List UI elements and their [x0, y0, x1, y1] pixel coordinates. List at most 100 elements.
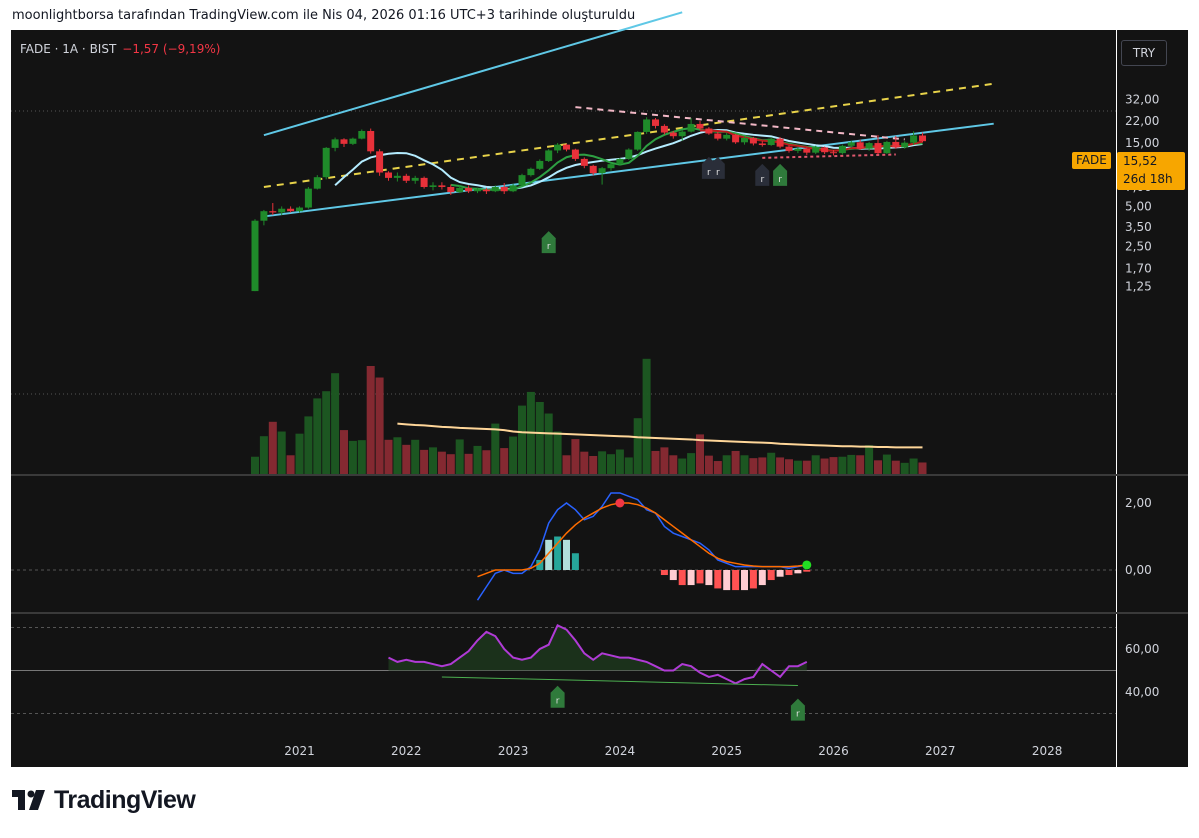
candle: [901, 142, 909, 148]
candle: [474, 189, 481, 192]
macd-line: [476, 492, 807, 601]
volume-bar: [767, 452, 776, 474]
candle: [260, 211, 268, 221]
candle: [402, 175, 410, 181]
macd-histogram-bar: [732, 570, 740, 591]
macd-signal-line: [477, 502, 807, 578]
volume-bar: [277, 431, 286, 474]
candle: [393, 175, 401, 178]
rsi-divergence-line: [441, 676, 798, 687]
candle: [616, 158, 624, 165]
price-axis-tick: 1,70: [1125, 262, 1152, 276]
tradingview-logo-icon: [12, 789, 45, 810]
candle: [296, 207, 303, 212]
volume-bar: [429, 447, 437, 474]
candle: [856, 142, 864, 149]
candle: [358, 130, 366, 139]
candle: [607, 164, 615, 169]
volume-bar: [900, 462, 909, 474]
price-axis-tick: 32,00: [1125, 92, 1159, 106]
candle: [571, 149, 579, 159]
candle: [830, 152, 837, 154]
signal-badge: r: [541, 231, 556, 254]
volume-bar: [713, 461, 722, 474]
time-axis-tick: 2027: [925, 744, 956, 758]
macd-histogram-bar: [563, 539, 570, 570]
candle: [376, 151, 384, 173]
macd-histogram-bar: [678, 570, 686, 586]
candle: [411, 177, 419, 181]
volume-bar: [874, 460, 882, 474]
badge-shape: [541, 231, 556, 254]
volume-bar: [348, 440, 357, 474]
macd-cross-marker: [615, 498, 625, 508]
volume-bar: [268, 421, 277, 474]
price-axis-tick: 3,50: [1125, 220, 1152, 234]
candle: [491, 186, 499, 192]
macd-histogram-bar: [785, 570, 793, 576]
candle: [278, 208, 286, 213]
candle: [580, 158, 588, 166]
volume-bar: [473, 445, 482, 474]
candle: [874, 143, 882, 154]
badge-shape: [773, 163, 788, 186]
volume-bar: [704, 455, 713, 474]
candle: [687, 123, 695, 132]
candle: [589, 165, 597, 174]
badge-letter: r: [778, 175, 782, 185]
volume-bar: [687, 453, 696, 474]
macd-histogram-bar: [669, 570, 677, 581]
time-axis-tick: 2025: [711, 744, 742, 758]
volume-bar: [847, 454, 856, 474]
volume-bar: [580, 451, 589, 474]
candle: [678, 131, 686, 137]
symbol-legend[interactable]: FADE · 1A · BIST −1,57 (−9,19%): [20, 42, 220, 56]
volume-bar: [375, 377, 384, 474]
candle: [883, 141, 891, 154]
volume-bar: [295, 433, 304, 474]
macd-histogram-bar: [794, 570, 802, 574]
candle: [518, 175, 526, 186]
price-axis-tick: 22,00: [1125, 114, 1159, 128]
tradingview-logo[interactable]: TradingView: [12, 786, 196, 815]
volume-bar: [491, 423, 500, 474]
macd-histogram-bar: [554, 536, 562, 570]
last-price-label: 15,52 26d 18h: [1117, 152, 1185, 190]
volume-bar: [455, 439, 464, 474]
badge-shape: [550, 685, 565, 708]
candle: [865, 143, 873, 149]
volume-bar: [571, 439, 580, 474]
candle: [527, 168, 535, 176]
candle: [812, 147, 820, 153]
volume-bar: [518, 405, 526, 474]
volume-bar: [482, 450, 491, 474]
candle: [367, 130, 375, 152]
volume-moving-average: [397, 422, 923, 449]
candle: [776, 138, 784, 147]
rsi-overbought-fill: [388, 625, 807, 671]
badge-letter: r: [760, 175, 764, 185]
candle: [313, 177, 321, 189]
badge-shape: [790, 698, 805, 721]
price-axis-tick: 1,25: [1125, 279, 1152, 293]
currency-button[interactable]: TRY: [1121, 40, 1167, 66]
candle: [696, 123, 704, 129]
volume-bar: [829, 457, 838, 474]
candle: [821, 147, 829, 153]
volume-bar: [331, 373, 340, 474]
bar-countdown: 26d 18h: [1123, 172, 1173, 186]
volume-bar: [446, 454, 455, 474]
macd-histogram-bar: [571, 553, 579, 570]
candle: [767, 138, 775, 146]
volume-bar: [758, 457, 767, 474]
macd-histogram-bar: [687, 570, 695, 586]
signal-badge: r: [710, 156, 725, 179]
candle: [385, 172, 392, 178]
volume-bar: [856, 455, 865, 474]
volume-bar: [776, 457, 785, 474]
candle: [741, 137, 748, 143]
volume-bar: [722, 455, 731, 474]
badge-letter: r: [796, 710, 800, 720]
volume-bar: [402, 444, 411, 474]
